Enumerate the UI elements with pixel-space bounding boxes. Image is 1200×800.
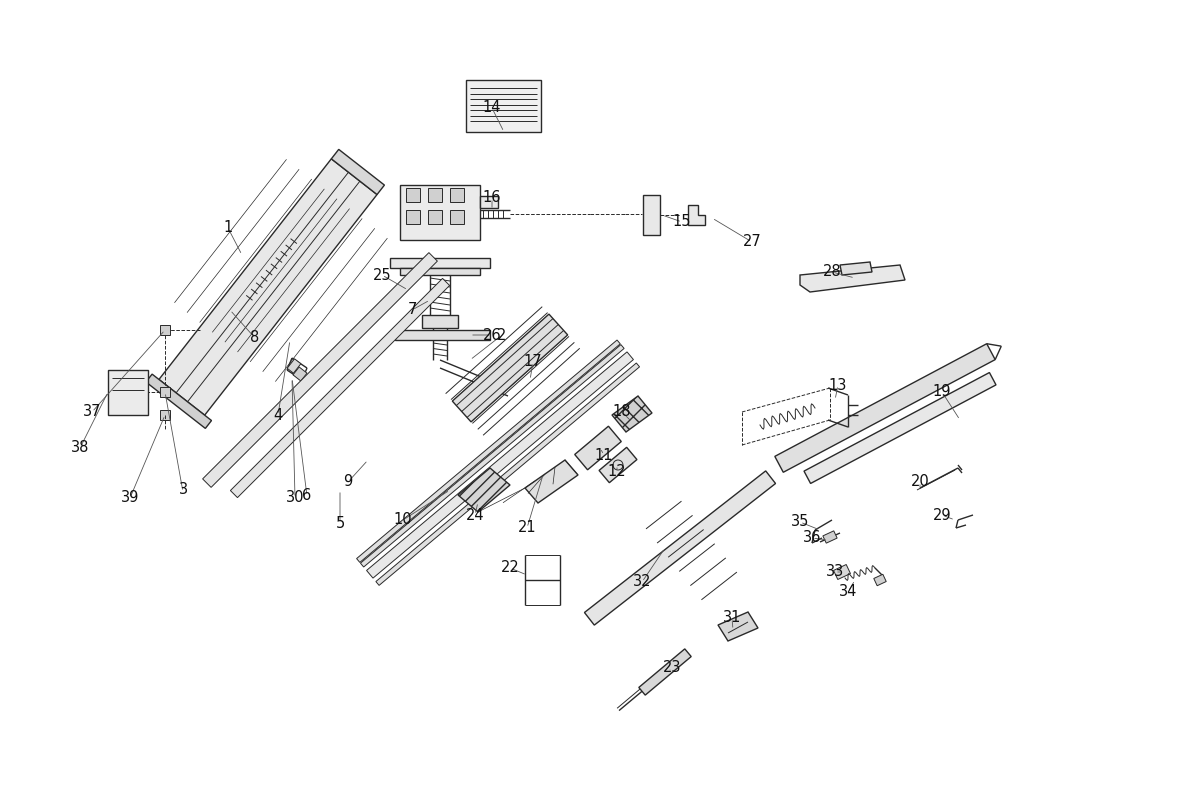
Text: 13: 13 [829, 378, 847, 393]
Text: 35: 35 [791, 514, 809, 530]
Text: 26: 26 [482, 327, 502, 342]
Text: 3: 3 [179, 482, 187, 498]
Text: 28: 28 [823, 265, 841, 279]
Polygon shape [450, 188, 464, 202]
Text: 32: 32 [632, 574, 652, 590]
Polygon shape [480, 196, 498, 208]
Polygon shape [823, 531, 838, 543]
Polygon shape [575, 426, 622, 470]
Polygon shape [203, 253, 437, 487]
Polygon shape [834, 565, 851, 579]
Text: 21: 21 [517, 521, 536, 535]
Text: 27: 27 [743, 234, 761, 250]
Polygon shape [376, 363, 640, 586]
Polygon shape [840, 262, 872, 275]
Polygon shape [800, 265, 905, 292]
Polygon shape [331, 150, 384, 194]
Text: 10: 10 [394, 513, 413, 527]
Text: 37: 37 [83, 405, 101, 419]
Polygon shape [643, 195, 660, 235]
Polygon shape [466, 80, 541, 132]
Polygon shape [584, 471, 775, 625]
Text: 14: 14 [482, 101, 502, 115]
Polygon shape [160, 325, 170, 335]
Polygon shape [718, 612, 758, 641]
Polygon shape [108, 370, 148, 415]
Polygon shape [638, 649, 691, 695]
Text: 19: 19 [932, 385, 952, 399]
Polygon shape [526, 460, 578, 503]
Text: 24: 24 [466, 507, 485, 522]
Text: 15: 15 [673, 214, 691, 230]
Text: 2: 2 [497, 327, 506, 342]
Text: 4: 4 [274, 407, 283, 422]
Polygon shape [360, 345, 624, 567]
Polygon shape [428, 188, 442, 202]
Text: 6: 6 [302, 489, 312, 503]
Polygon shape [400, 185, 480, 240]
Polygon shape [775, 344, 995, 472]
Text: 5: 5 [335, 515, 344, 530]
Text: 8: 8 [251, 330, 259, 346]
Text: 33: 33 [826, 565, 844, 579]
Polygon shape [160, 410, 170, 420]
Polygon shape [400, 268, 480, 275]
Text: 16: 16 [482, 190, 502, 206]
Polygon shape [160, 387, 170, 397]
Text: 7: 7 [407, 302, 416, 318]
Polygon shape [356, 340, 620, 562]
Polygon shape [390, 258, 490, 268]
Text: 30: 30 [286, 490, 305, 506]
Polygon shape [688, 205, 706, 225]
Text: 31: 31 [722, 610, 742, 626]
Text: 36: 36 [803, 530, 821, 546]
Polygon shape [428, 210, 442, 224]
Text: 20: 20 [911, 474, 929, 490]
Polygon shape [458, 468, 510, 512]
Polygon shape [146, 374, 211, 429]
Polygon shape [612, 396, 652, 432]
Polygon shape [599, 447, 637, 482]
Polygon shape [158, 159, 377, 415]
Text: 12: 12 [607, 465, 626, 479]
Text: 29: 29 [932, 507, 952, 522]
Text: 22: 22 [500, 561, 520, 575]
Text: 11: 11 [595, 447, 613, 462]
Polygon shape [293, 367, 307, 381]
Polygon shape [287, 359, 301, 373]
Text: 1: 1 [223, 221, 233, 235]
Polygon shape [230, 278, 450, 498]
Polygon shape [406, 188, 420, 202]
Polygon shape [804, 373, 996, 483]
Text: 9: 9 [343, 474, 353, 490]
Text: 23: 23 [662, 661, 682, 675]
Text: 17: 17 [523, 354, 542, 370]
Polygon shape [366, 352, 634, 578]
Text: 39: 39 [121, 490, 139, 506]
Polygon shape [422, 315, 458, 328]
Polygon shape [452, 314, 568, 422]
Polygon shape [874, 574, 887, 586]
Text: 34: 34 [839, 585, 857, 599]
Polygon shape [450, 210, 464, 224]
Polygon shape [395, 330, 490, 340]
Text: 18: 18 [613, 405, 631, 419]
Text: 38: 38 [71, 441, 89, 455]
Text: 25: 25 [373, 267, 391, 282]
Polygon shape [406, 210, 420, 224]
